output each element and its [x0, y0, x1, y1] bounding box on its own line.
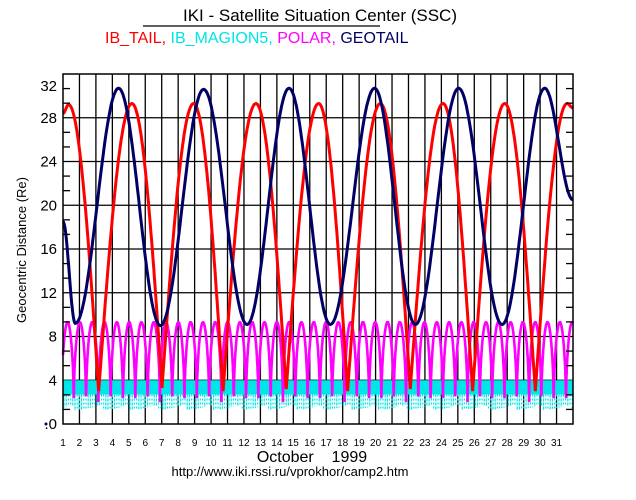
plot-frame [62, 73, 574, 425]
footer-url: http://www.iki.rssi.ru/vprokhor/camp2.ht… [172, 464, 409, 479]
series-polar [61, 321, 575, 403]
axis-ticks: 1 2 3 4 5 6 7 8 9 10 11 12 13 14 15 16 17 18 19 20 21 22 23 24 2… [40, 78, 573, 449]
y-tick-label: 32 [40, 78, 57, 95]
y-tick-label: 12 [40, 285, 57, 302]
legend-geotail: GEOTAIL [340, 30, 408, 47]
x-tick-label: 9 [192, 438, 198, 449]
x-tick-label: 20 [370, 438, 382, 449]
x-tick-label: 7 [159, 438, 165, 449]
x-tick-label: 13 [255, 438, 267, 449]
magion5-band [63, 380, 573, 395]
x-tick-label: 12 [238, 438, 250, 449]
legend-polar: POLAR, [277, 30, 336, 47]
series-ib-magion5 [63, 380, 573, 411]
x-tick-label: 28 [502, 438, 514, 449]
y-tick-label: 16 [40, 241, 57, 258]
x-tick-label: 29 [518, 438, 530, 449]
y-tick-label: .0 [44, 416, 57, 433]
x-tick-label: 8 [175, 438, 181, 449]
x-axis-label: October 1999 [257, 449, 367, 466]
y-axis-label: Geocentric Distance (Re) [14, 177, 29, 323]
x-tick-label: 17 [321, 438, 333, 449]
x-tick-label: 22 [403, 438, 415, 449]
x-tick-label: 19 [354, 438, 366, 449]
series-geotail [62, 86, 574, 328]
legend: IB_TAIL, IB_MAGION5, POLAR, GEOTAIL [105, 30, 409, 47]
x-tick-label: 6 [142, 438, 148, 449]
legend-ib-magion5: IB_MAGION5, [171, 30, 273, 47]
x-tick-label: 18 [337, 438, 349, 449]
y-tick-label: 20 [40, 197, 57, 214]
x-tick-label: 11 [222, 438, 233, 449]
y-tick-label: 4 [49, 372, 57, 389]
x-tick-label: 16 [304, 438, 316, 449]
x-tick-label: 23 [419, 438, 431, 449]
x-tick-label: 14 [271, 438, 283, 449]
series-ib-tail [62, 101, 574, 392]
x-tick-label: 24 [436, 438, 448, 449]
x-tick-label: 21 [386, 438, 398, 449]
x-tick-label: 5 [126, 438, 132, 449]
x-tick-label: 4 [110, 438, 116, 449]
y-tick-label: 8 [49, 329, 57, 346]
y-tick-label: 24 [40, 154, 57, 171]
x-tick-label: 27 [485, 438, 497, 449]
legend-ib-tail: IB_TAIL, [105, 30, 166, 47]
x-tick-label: 3 [93, 438, 99, 449]
x-tick-label: 2 [77, 438, 83, 449]
x-tick-label: 30 [535, 438, 547, 449]
x-tick-label: 15 [288, 438, 300, 449]
origin-dot [44, 422, 48, 426]
plot-area [61, 86, 575, 411]
chart-title: IKI - Satellite Situation Center (SSC) [183, 6, 457, 25]
x-tick-label: 10 [206, 438, 218, 449]
x-tick-label: 26 [469, 438, 481, 449]
x-tick-label: 31 [551, 438, 563, 449]
x-tick-label: 1 [60, 438, 66, 449]
y-tick-label: 28 [40, 110, 57, 127]
x-tick-label: 25 [452, 438, 464, 449]
